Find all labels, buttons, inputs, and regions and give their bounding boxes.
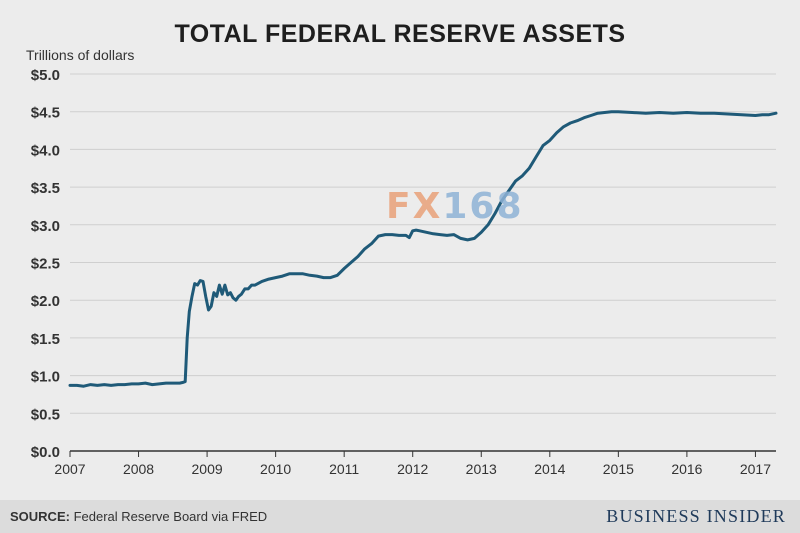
x-tick-label: 2014: [534, 461, 565, 477]
y-tick-label: $3.5: [31, 180, 60, 197]
y-tick-label: $0.5: [31, 406, 60, 423]
x-tick-label: 2012: [397, 461, 428, 477]
line-chart: $0.0 $0.5 $1.0 $1.5 $2.0 $2.5 $3.0 $3.5 $4.0 $4.5…: [31, 67, 778, 477]
y-tick-label: $5.0: [31, 67, 60, 84]
y-tick-label: $4.0: [31, 142, 60, 159]
watermark-part-a: FX: [386, 186, 443, 227]
y-tick-label: $0.0: [31, 444, 60, 461]
x-tick-label: 2011: [329, 461, 359, 477]
y-tick-label: $2.5: [31, 256, 60, 273]
chart-title: TOTAL FEDERAL RESERVE ASSETS: [174, 20, 626, 48]
x-tick-label: 2009: [192, 461, 223, 477]
x-tick-label: 2017: [740, 461, 771, 477]
x-tick-label: 2015: [603, 461, 634, 477]
x-tick-label: 2007: [54, 461, 85, 477]
x-tick-label: 2016: [671, 461, 702, 477]
y-tick-label: $2.0: [31, 293, 60, 310]
y-tick-label: $4.5: [31, 105, 60, 122]
source-note: SOURCE: Federal Reserve Board via FRED: [10, 509, 267, 524]
y-axis-label: Trillions of dollars: [26, 47, 135, 63]
footer-bar: SOURCE: Federal Reserve Board via FRED B…: [0, 500, 800, 533]
watermark: FX168: [386, 186, 524, 227]
source-text: Federal Reserve Board via FRED: [69, 509, 268, 524]
y-tick-label: $1.0: [31, 369, 60, 386]
x-tick-label: 2010: [260, 461, 291, 477]
y-tick-label: $1.5: [31, 331, 60, 348]
brand-logo: BUSINESS INSIDER: [606, 506, 786, 526]
x-tick-label: 2008: [123, 461, 154, 477]
watermark-part-b: 168: [442, 186, 524, 227]
x-tick-label: 2013: [466, 461, 497, 477]
source-label: SOURCE:: [10, 509, 70, 524]
y-tick-label: $3.0: [31, 218, 60, 235]
series-line: [68, 110, 778, 388]
